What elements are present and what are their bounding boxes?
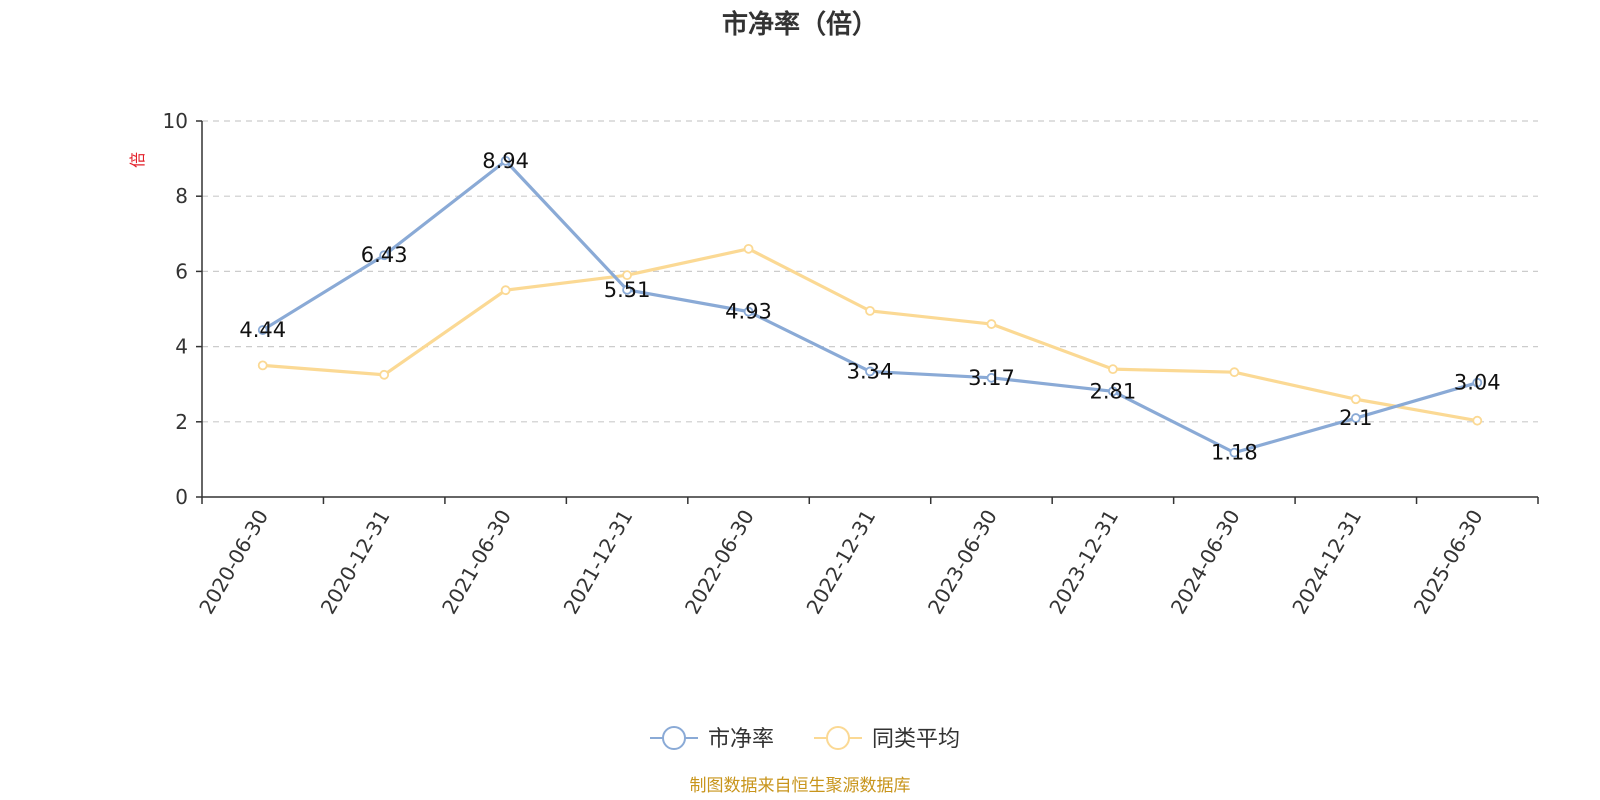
data-label-pb: 2.1: [1339, 406, 1372, 430]
x-tick-label: 2024-06-30: [1166, 506, 1245, 619]
data-point-pb[interactable]: [743, 306, 754, 317]
legend-item-average[interactable]: 同类平均: [814, 726, 960, 752]
data-point-average[interactable]: [743, 243, 754, 254]
data-label-pb: 2.81: [1090, 379, 1137, 403]
data-label-pb: 1.18: [1211, 441, 1258, 465]
data-point-average[interactable]: [500, 285, 511, 296]
y-tick-label: 10: [163, 109, 188, 133]
data-label-pb: 8.94: [482, 149, 529, 173]
data-point-pb[interactable]: [257, 325, 268, 335]
x-tick-label: 2025-06-30: [1409, 506, 1488, 619]
source-note: 制图数据来自恒生聚源数据库: [690, 776, 911, 796]
data-point-pb[interactable]: [1472, 377, 1483, 388]
x-tick-label: 2023-12-31: [1044, 506, 1123, 619]
x-tick-label: 2024-12-31: [1287, 506, 1366, 619]
y-unit-label: 倍: [128, 152, 147, 168]
data-point-average[interactable]: [1350, 394, 1361, 405]
x-tick-label: 2020-12-31: [316, 506, 395, 619]
x-tick-label: 2022-12-31: [801, 506, 880, 619]
data-point-average[interactable]: [1229, 367, 1240, 378]
legend-item-pb[interactable]: 市净率: [650, 726, 774, 752]
data-point-pb[interactable]: [986, 372, 997, 383]
y-tick-label: 8: [175, 184, 188, 208]
data-point-pb[interactable]: [1350, 413, 1361, 423]
legend-marker-icon: [662, 726, 686, 750]
data-label-pb: 3.34: [847, 359, 894, 383]
data-point-average[interactable]: [1108, 364, 1118, 375]
data-point-pb[interactable]: [622, 284, 632, 295]
data-point-pb[interactable]: [500, 155, 511, 166]
series-line-average: [262, 247, 1478, 423]
legend[interactable]: 市净率 同类平均: [650, 726, 960, 752]
data-labels: 4.44 6.43 8.94 5.51 4.93 3.34 3.17 2.81 1.18 2.1 3…: [239, 149, 1500, 465]
y-tick-label: 2: [175, 410, 188, 434]
data-point-pb[interactable]: [379, 250, 390, 261]
x-tick-label: 2021-12-31: [559, 506, 638, 619]
legend-marker-icon: [826, 726, 850, 750]
series-lines: [257, 155, 1483, 458]
x-tick-label: 2021-06-30: [437, 506, 516, 619]
data-label-pb: 3.04: [1454, 371, 1501, 395]
legend-label: 同类平均: [872, 727, 960, 752]
data-point-pb[interactable]: [1229, 447, 1240, 458]
chart-title: 市净率（倍）: [722, 9, 878, 40]
data-point-average[interactable]: [986, 319, 997, 329]
data-point-average[interactable]: [865, 305, 875, 316]
x-tick-label: 2022-06-30: [680, 506, 759, 619]
y-tick-label: 4: [175, 335, 188, 359]
data-point-pb[interactable]: [865, 366, 875, 377]
data-label-pb: 6.43: [361, 243, 408, 267]
y-tick-label: 6: [175, 259, 188, 283]
data-point-average[interactable]: [1472, 415, 1483, 426]
data-label-pb: 4.44: [239, 318, 286, 342]
x-tick-label: 2023-06-30: [923, 506, 1002, 619]
data-point-pb[interactable]: [1108, 386, 1118, 397]
data-label-pb: 5.51: [604, 278, 651, 302]
y-tick-label: 0: [175, 485, 188, 509]
x-tick-label: 2020-06-30: [194, 506, 273, 619]
data-point-average[interactable]: [257, 360, 268, 371]
data-label-pb: 4.93: [725, 300, 772, 324]
legend-label: 市净率: [708, 727, 774, 752]
data-label-pb: 3.17: [968, 366, 1015, 390]
data-point-average[interactable]: [622, 270, 632, 281]
data-point-average[interactable]: [379, 369, 390, 380]
